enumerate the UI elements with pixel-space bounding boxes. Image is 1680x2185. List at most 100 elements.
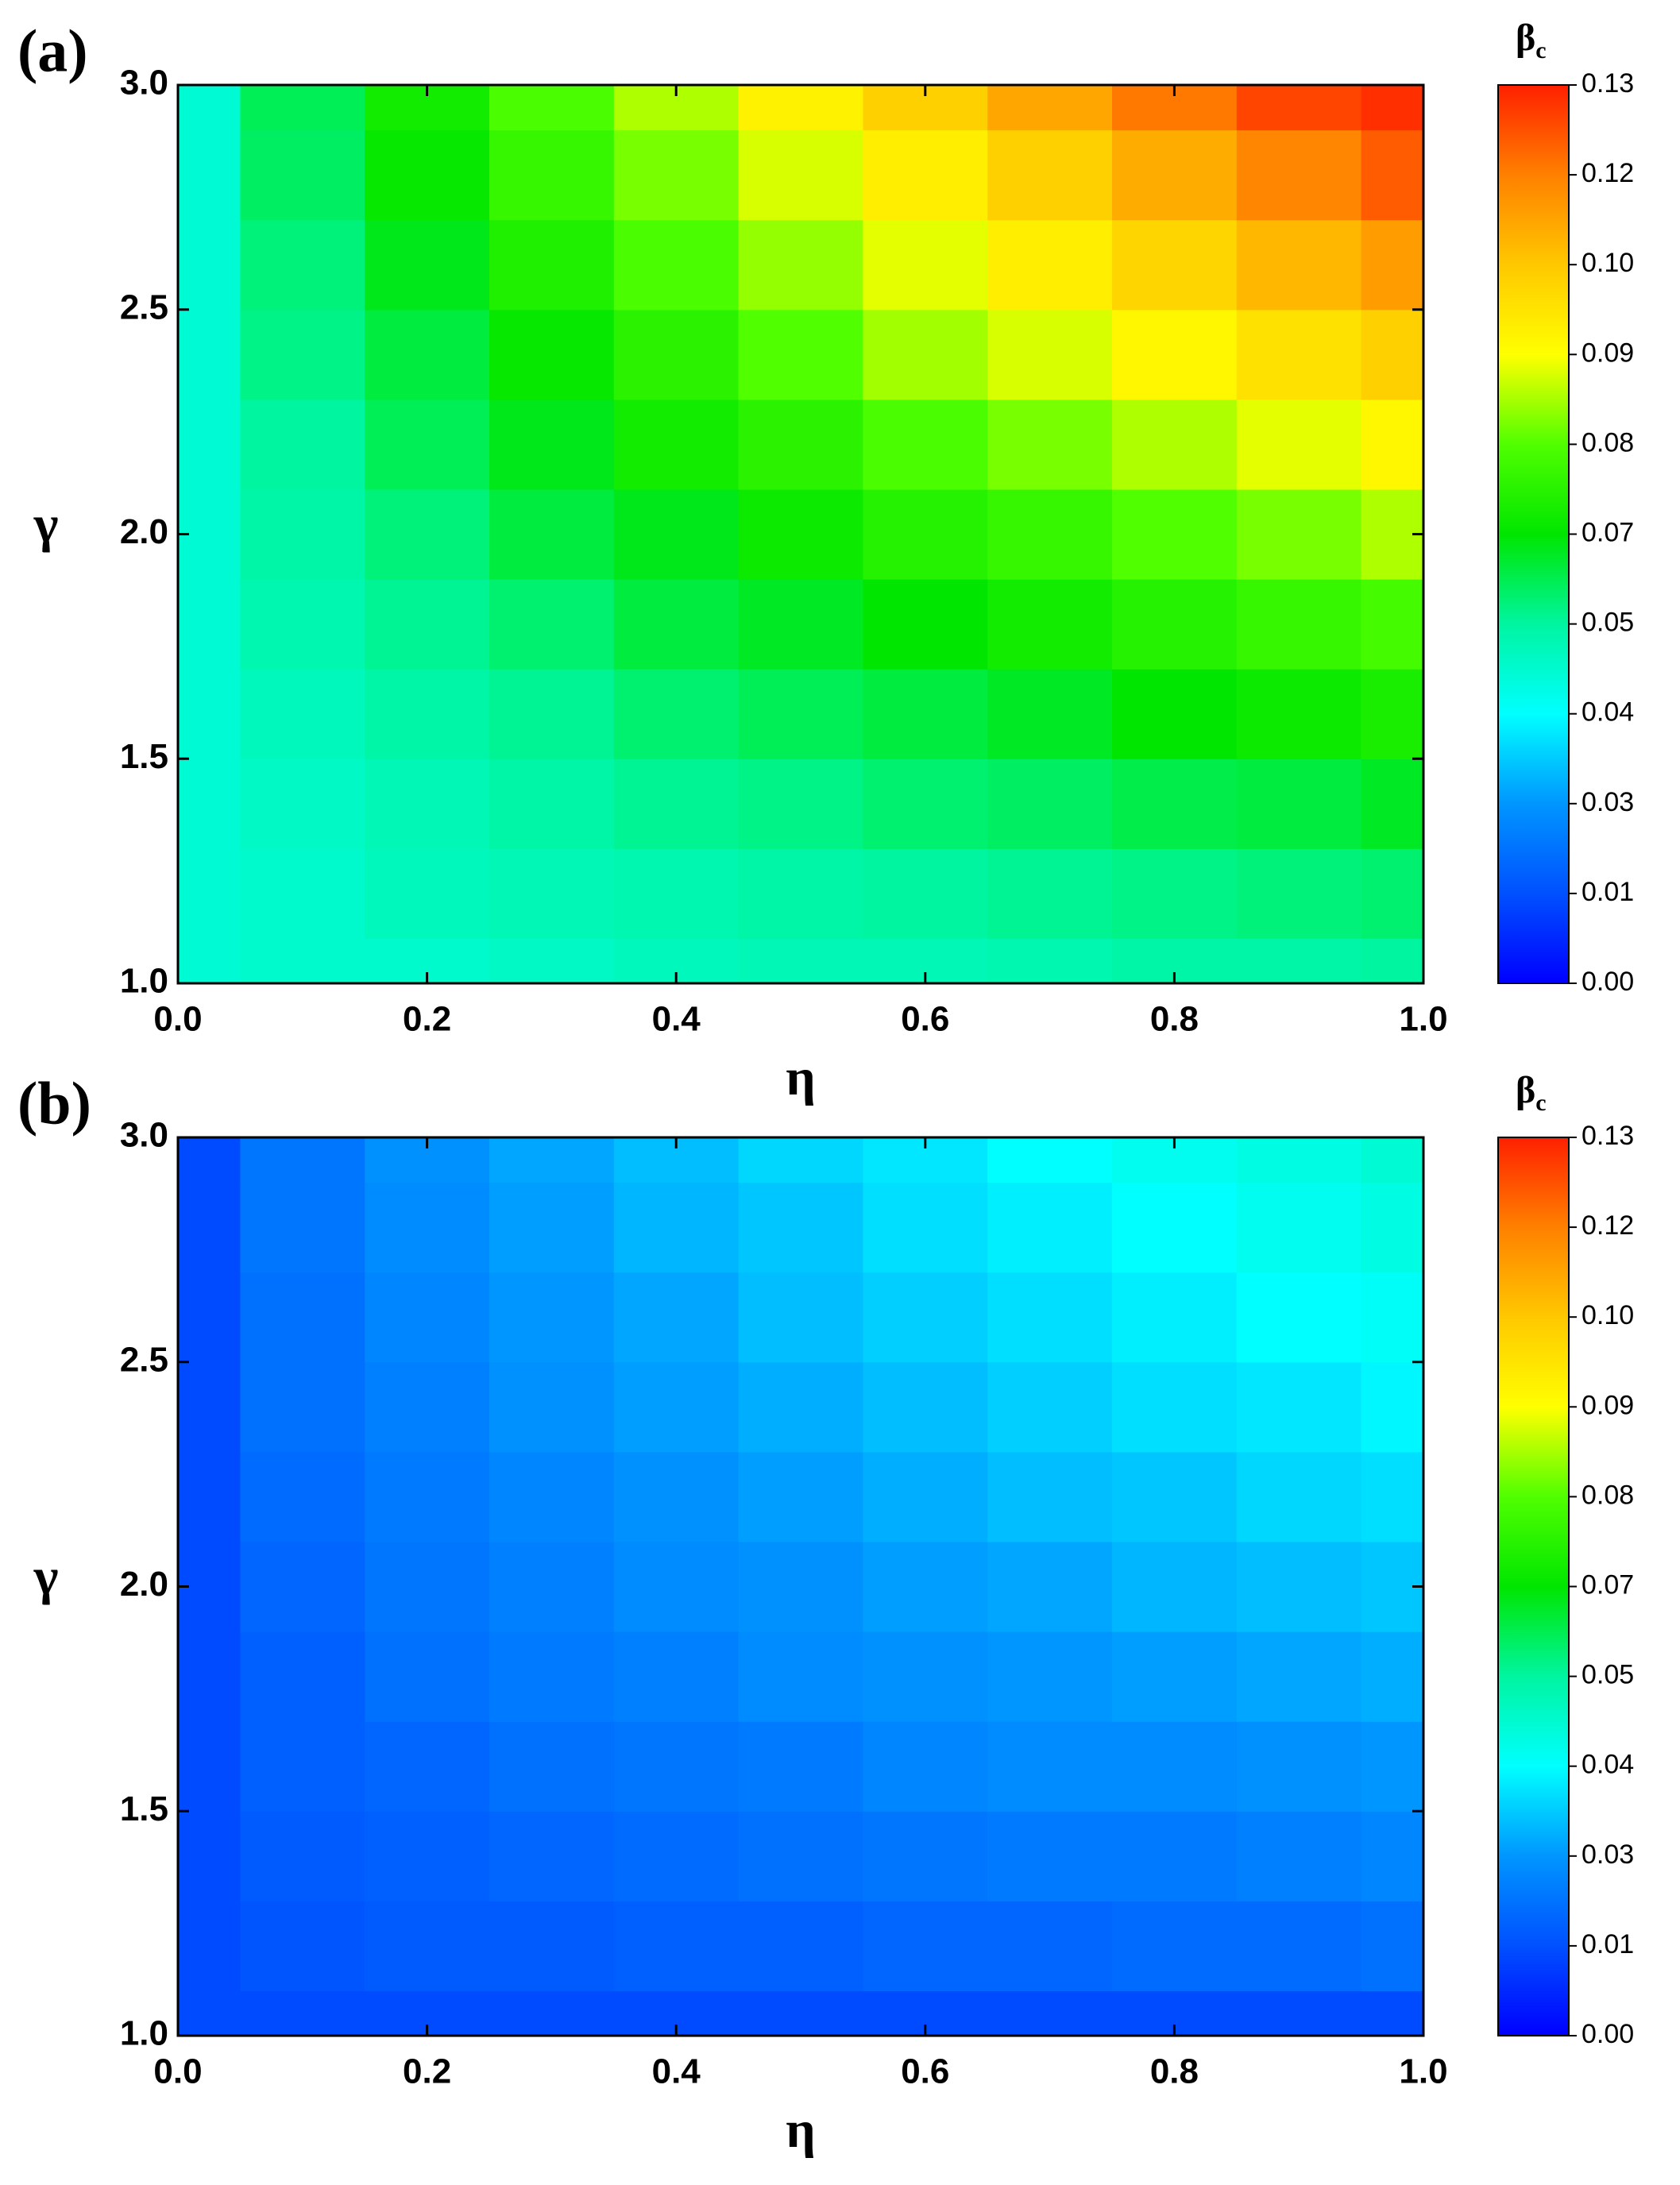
y-tick-label: 2.5 [120, 288, 168, 326]
colorbar [1497, 84, 1570, 984]
heat-cell [178, 579, 241, 670]
heat-cell [1112, 1361, 1238, 1453]
heat-cell [613, 579, 740, 670]
heat-cell [1112, 1272, 1238, 1363]
heat-cell [738, 1811, 863, 1901]
heat-cell [1361, 309, 1424, 400]
heat-cell [738, 1631, 863, 1722]
heat-cell [738, 399, 863, 490]
heat-cell [365, 1272, 490, 1363]
heat-cell [613, 488, 740, 580]
heat-cell [240, 1272, 365, 1363]
heat-cell [1236, 85, 1362, 131]
y-tick-label: 2.5 [120, 1340, 168, 1379]
heat-cell [178, 1901, 241, 1992]
heat-cell [738, 1361, 863, 1453]
heat-cell [987, 1721, 1113, 1812]
heat-cell [1361, 1811, 1424, 1901]
heat-cell [1236, 1721, 1362, 1812]
heat-cell [613, 669, 740, 759]
heat-cell [489, 1182, 615, 1273]
colorbar-tick-label: 0.01 [1582, 1929, 1634, 1959]
heat-cell [240, 309, 365, 400]
heat-cell [613, 1451, 740, 1542]
heat-cell [613, 219, 740, 311]
colorbar-tick-label: 0.07 [1582, 517, 1634, 547]
y-axis-label: γ [33, 496, 59, 554]
colorbar-label: βc [1516, 1069, 1547, 1116]
heat-cell [863, 1901, 988, 1992]
heat-cell [240, 1721, 365, 1812]
heat-cell [1112, 309, 1238, 400]
heat-cell [178, 129, 241, 221]
heat-cell [1236, 1541, 1362, 1632]
heat-cell [178, 1361, 241, 1453]
heat-cell [489, 759, 615, 849]
heat-cell [365, 1631, 490, 1722]
heat-cell [365, 1182, 490, 1273]
x-axis-label: η [786, 1048, 815, 1106]
heat-cell [365, 1361, 490, 1453]
heat-cell [240, 579, 365, 670]
heat-cell [613, 1901, 740, 1992]
colorbar-tick-label: 0.12 [1582, 158, 1634, 188]
heat-cell [863, 848, 988, 940]
heat-cell [1236, 1990, 1362, 2036]
heat-cell [863, 1272, 988, 1363]
heat-cell [365, 759, 490, 849]
x-tick-label: 0.6 [901, 1000, 949, 1039]
colorbar [1497, 1137, 1570, 2036]
heat-cell [1236, 1361, 1362, 1453]
colorbar-label: βc [1516, 17, 1547, 64]
heat-cell [178, 1272, 241, 1363]
y-tick-label: 2.0 [120, 1565, 168, 1604]
x-tick-label: 0.6 [901, 2052, 949, 2091]
heat-cell [738, 1901, 863, 1992]
heat-cell [987, 219, 1113, 311]
heat-cell [987, 938, 1113, 984]
x-tick-label: 0.4 [652, 2052, 701, 2091]
heat-cell [365, 219, 490, 311]
heatmap [178, 85, 1424, 984]
colorbar-tick-label: 0.05 [1582, 608, 1634, 638]
heat-cell [365, 669, 490, 759]
heat-cell [1361, 759, 1424, 849]
heat-cell [240, 669, 365, 759]
heat-cell [240, 1137, 365, 1183]
heat-cell [738, 219, 863, 311]
x-tick-label: 0.2 [403, 1000, 451, 1039]
heat-cell [1236, 1631, 1362, 1722]
heat-cell [240, 1990, 365, 2036]
colorbar-tick-label: 0.00 [1582, 2019, 1634, 2049]
heat-cell [1361, 1451, 1424, 1542]
heat-cell [365, 1451, 490, 1542]
heat-cell [738, 938, 863, 984]
colorbar-tick-label: 0.10 [1582, 248, 1634, 278]
heat-cell [738, 669, 863, 759]
heat-cell [987, 1631, 1113, 1722]
heat-cell [613, 1541, 740, 1632]
heat-cell [178, 399, 241, 490]
heat-cell [489, 1901, 615, 1992]
heat-cell [240, 129, 365, 221]
colorbar-tick-label: 0.03 [1582, 787, 1634, 817]
panel-label: (a) [17, 17, 88, 84]
heat-cell [613, 399, 740, 490]
heat-cell [987, 1451, 1113, 1542]
heat-cell [489, 1451, 615, 1542]
x-tick-label: 0.0 [153, 2052, 202, 2091]
heat-cell [178, 1811, 241, 1901]
x-tick-label: 0.0 [153, 1000, 202, 1039]
heat-cell [987, 579, 1113, 670]
heat-cell [1112, 1631, 1238, 1722]
heat-cell [240, 938, 365, 984]
heat-cell [863, 1182, 988, 1273]
y-tick-label: 1.0 [120, 2014, 168, 2053]
heat-cell [987, 669, 1113, 759]
heat-cell [613, 1361, 740, 1453]
heat-cell [240, 1182, 365, 1273]
heat-cell [365, 848, 490, 940]
heat-cell [178, 1451, 241, 1542]
colorbar-tick-label: 0.08 [1582, 1480, 1634, 1510]
heatmap [178, 1137, 1424, 2036]
